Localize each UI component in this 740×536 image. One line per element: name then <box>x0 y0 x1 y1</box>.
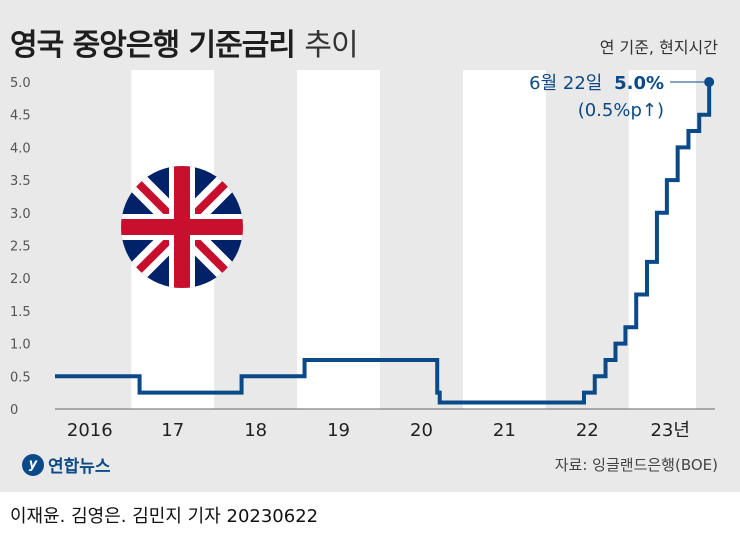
logo-text: 연합뉴스 <box>48 457 111 477</box>
x-tick-label: 20 <box>410 420 433 441</box>
annotation-value: 5.0% <box>614 73 664 94</box>
annotation-change: (0.5%p↑) <box>578 100 664 121</box>
x-tick-label: 18 <box>244 420 267 441</box>
yonhap-logo-icon: y <box>22 453 44 476</box>
rate-chart: 0 0.5 1.0 1.5 2.0 2.5 3.0 3.5 4.0 4.5 5.0 6월 22일 5… <box>10 70 715 441</box>
annotation-label: 6월 22일 5.0% <box>529 73 664 94</box>
year-band <box>297 70 381 409</box>
x-tick-label: 23년 <box>650 420 689 441</box>
x-tick-label: 2016 <box>67 420 113 441</box>
y-tick-label: 1.5 <box>10 305 31 320</box>
y-tick-label: 1.0 <box>10 338 31 353</box>
y-tick-label: 2.0 <box>10 272 31 287</box>
uk-flag-icon <box>121 166 243 288</box>
y-tick-label: 3.0 <box>10 207 31 222</box>
y-tick-label: 4.0 <box>10 141 31 156</box>
rate-step-line <box>55 80 712 405</box>
chart-subtitle: 연 기준, 현지시간 <box>599 38 718 57</box>
annotation-date: 6월 22일 <box>529 73 602 94</box>
y-tick-label: 5.0 <box>10 76 31 91</box>
x-tick-label: 17 <box>161 420 184 441</box>
title-bold: 영국 중앙은행 기준금리 <box>10 28 296 63</box>
y-tick-label: 0.5 <box>10 370 31 385</box>
y-tick-label: 0 <box>10 403 18 418</box>
y-tick-label: 3.5 <box>10 174 31 189</box>
x-tick-label: 22 <box>576 420 599 441</box>
title-light: 추이 <box>304 28 358 63</box>
yonhap-logo: y 연합뉴스 <box>22 452 111 477</box>
x-tick-label: 21 <box>493 420 516 441</box>
page-title: 영국 중앙은행 기준금리 추이 <box>10 20 359 64</box>
year-band <box>628 70 696 409</box>
x-tick-label: 19 <box>327 420 350 441</box>
x-axis-ticks: 2016 17 18 19 20 21 22 23년 <box>67 420 690 441</box>
y-tick-label: 4.5 <box>10 109 31 124</box>
source-note: 자료: 잉글랜드은행(BOE) <box>554 456 718 474</box>
byline: 이재윤. 김영은. 김민지 기자 20230622 <box>10 506 319 527</box>
y-tick-label: 2.5 <box>10 240 31 255</box>
y-axis-ticks: 0 0.5 1.0 1.5 2.0 2.5 3.0 3.5 4.0 4.5 5.0 <box>10 76 31 418</box>
year-band <box>462 70 546 409</box>
latest-rate-point <box>704 77 715 87</box>
